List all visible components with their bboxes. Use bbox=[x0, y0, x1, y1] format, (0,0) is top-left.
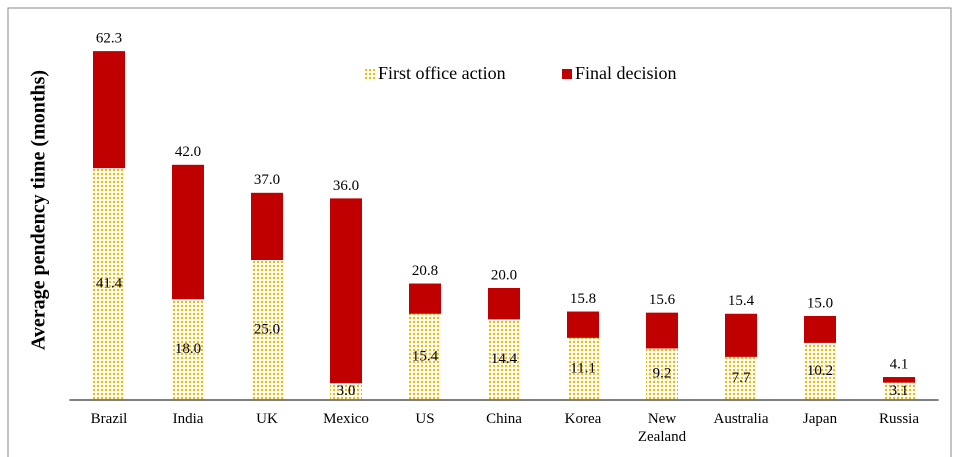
value-label: 20.8 bbox=[412, 263, 438, 279]
x-tick-label: US bbox=[415, 411, 435, 427]
bar bbox=[409, 313, 441, 400]
value-label: 15.8 bbox=[570, 291, 596, 307]
x-tick-label: Mexico bbox=[323, 411, 369, 427]
value-label: 4.1 bbox=[890, 356, 909, 372]
value-label: 7.7 bbox=[732, 370, 751, 386]
value-label: 10.2 bbox=[807, 363, 833, 379]
x-tick-label: India bbox=[172, 411, 204, 427]
value-label: 25.0 bbox=[254, 321, 280, 337]
value-label: 36.0 bbox=[333, 178, 359, 194]
y-axis-label: Average pendency time (months) bbox=[28, 70, 50, 350]
value-label: 42.0 bbox=[175, 144, 201, 160]
legend-swatch bbox=[562, 69, 572, 79]
value-label: 3.1 bbox=[890, 383, 909, 399]
bar bbox=[883, 382, 915, 400]
x-tick-label: Brazil bbox=[90, 411, 128, 427]
bar bbox=[567, 337, 599, 400]
value-label: 9.2 bbox=[653, 366, 672, 382]
x-tick-label: New Zealand bbox=[637, 411, 687, 445]
bar bbox=[93, 168, 125, 400]
bar bbox=[330, 198, 362, 400]
value-label: 15.4 bbox=[412, 348, 439, 364]
legend-swatch bbox=[365, 69, 375, 79]
bar bbox=[251, 260, 283, 400]
x-tick-label: Korea bbox=[564, 411, 602, 427]
x-tick-label: China bbox=[486, 411, 522, 427]
bar bbox=[804, 342, 836, 400]
legend-label: Final decision bbox=[575, 63, 677, 83]
value-label: 18.0 bbox=[175, 341, 201, 357]
value-label: 20.0 bbox=[491, 267, 517, 283]
value-label: 11.1 bbox=[570, 360, 596, 376]
value-label: 15.0 bbox=[807, 295, 833, 311]
value-label: 3.0 bbox=[337, 383, 356, 399]
legend-label: First office action bbox=[378, 63, 506, 83]
bar bbox=[330, 383, 362, 400]
value-label: 41.4 bbox=[96, 276, 123, 292]
frame bbox=[7, 7, 952, 457]
bar bbox=[646, 348, 678, 400]
x-tick-label: Russia bbox=[878, 411, 919, 427]
bar bbox=[172, 299, 204, 400]
bar bbox=[488, 319, 520, 400]
x-tick-label: Australia bbox=[713, 411, 769, 427]
bar bbox=[725, 356, 757, 400]
x-tick-label: Japan bbox=[802, 411, 838, 427]
value-label: 62.3 bbox=[96, 31, 122, 47]
value-label: 14.4 bbox=[491, 351, 518, 367]
x-tick-label: UK bbox=[256, 411, 278, 427]
value-label: 37.0 bbox=[254, 172, 280, 188]
value-label: 15.6 bbox=[649, 292, 676, 308]
value-label: 15.4 bbox=[728, 293, 755, 309]
